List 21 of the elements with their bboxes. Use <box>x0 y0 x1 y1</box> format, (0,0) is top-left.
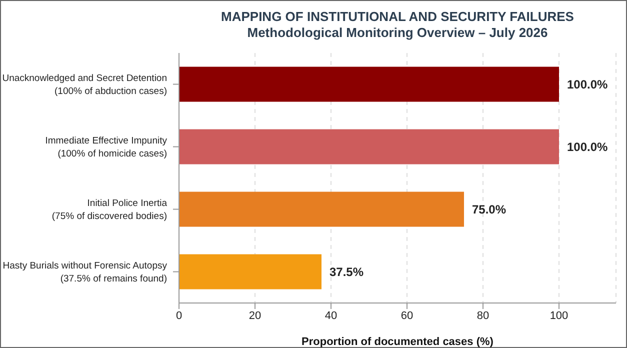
y-tick-label: Unacknowledged and Secret Detention (100% of abduction cases) <box>2 72 167 96</box>
y-tick-label: Initial Police Inertia (75% of discovered bodies) <box>52 197 168 222</box>
data-label: 75.0% <box>472 202 506 217</box>
x-tick-label: 60 <box>400 310 414 322</box>
x-tick-label: 80 <box>476 310 490 322</box>
x-axis-title: Proportion of documented cases (%) <box>302 336 494 348</box>
data-label: 100.0% <box>567 140 608 154</box>
chart-subtitle: Methodological Monitoring Overview – July 2026 <box>246 25 549 41</box>
chart-title: MAPPING OF INSTITUTIONAL AND SECURITY FAILURES <box>220 9 575 25</box>
y-tick-label: Immediate Effective Impunity (100% of homicide cases) <box>45 134 168 159</box>
bar <box>179 254 322 290</box>
data-label: 37.5% <box>330 265 364 280</box>
x-tick-label: 40 <box>324 310 338 322</box>
bar <box>179 66 559 102</box>
x-tick-label: 100 <box>550 310 568 322</box>
data-label: 100.0% <box>567 78 608 92</box>
bar <box>179 192 464 227</box>
y-tick-label: Hasty Burials without Forensic Autopsy (37.5% of remains found) <box>2 260 168 284</box>
bar <box>179 129 559 164</box>
x-tick-label: 0 <box>176 310 182 322</box>
x-tick-label: 20 <box>248 310 262 322</box>
